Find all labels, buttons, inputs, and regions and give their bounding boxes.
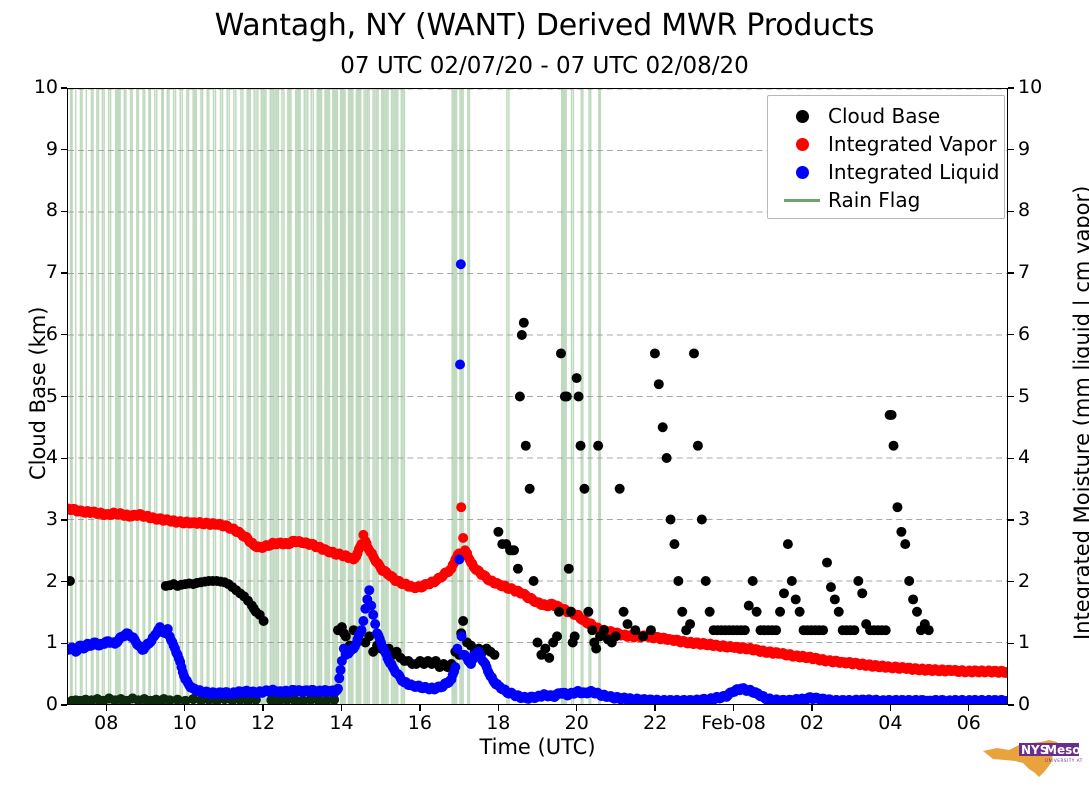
tickmark — [968, 705, 970, 711]
tickmark — [61, 210, 67, 213]
integrated-liquid-series — [68, 259, 1007, 704]
tickmark — [183, 705, 186, 711]
x-tick-Feb-08: Feb-08 — [701, 712, 766, 734]
tickmark — [811, 705, 813, 711]
cloud-base-series — [68, 317, 934, 704]
y-tick-right-2: 2 — [1018, 569, 1031, 592]
y-tick-right-0: 0 — [1018, 693, 1031, 715]
tickmark — [1008, 704, 1014, 706]
y-tick-right-4: 4 — [1018, 446, 1031, 469]
y-tick-right-5: 5 — [1018, 384, 1031, 407]
chart-title: Wantagh, NY (WANT) Derived MWR Products — [214, 8, 875, 43]
legend-line-icon — [784, 198, 820, 202]
y-tick-left-1: 1 — [45, 631, 58, 654]
tickmark — [61, 580, 67, 583]
tickmark — [1008, 87, 1014, 89]
tickmark — [654, 705, 656, 711]
legend-item-rain-flag[interactable]: Rain Flag — [776, 186, 996, 214]
y-tick-left-3: 3 — [45, 507, 58, 530]
tickmark — [61, 519, 67, 521]
y-tick-left-8: 8 — [45, 199, 58, 222]
x-tick-18: 18 — [486, 712, 511, 734]
x-tick-10: 10 — [172, 712, 197, 734]
chart-subtitle: 07 UTC 02/07/20 - 07 UTC 02/08/20 — [340, 53, 749, 79]
x-tick-02: 02 — [799, 712, 825, 734]
x-tick-20: 20 — [564, 712, 589, 734]
y-tick-right-8: 8 — [1018, 199, 1031, 222]
legend-item-integrated-vapor[interactable]: Integrated Vapor — [776, 130, 997, 158]
legend-label: Cloud Base — [828, 104, 941, 128]
legend-label: Rain Flag — [828, 188, 921, 212]
legend-item-cloud-base[interactable]: Cloud Base — [776, 102, 996, 130]
x-tick-12: 12 — [250, 712, 276, 734]
chart-legend[interactable]: Cloud Base Integrated Vapor Integrated Liq… — [767, 95, 1005, 219]
tickmark — [61, 642, 67, 644]
x-tick-08: 08 — [94, 712, 119, 734]
tickmark — [61, 395, 67, 398]
x-tick-04: 04 — [878, 712, 903, 734]
legend-label: Integrated Vapor — [828, 132, 997, 156]
y-tick-left-9: 9 — [45, 137, 58, 160]
tickmark — [61, 149, 67, 151]
tickmark — [576, 705, 578, 711]
plot-canvas — [68, 89, 1007, 704]
x-tick-22: 22 — [643, 712, 668, 734]
y-tick-left-4: 4 — [45, 446, 58, 469]
y-tick-left-6: 6 — [45, 322, 58, 345]
tickmark — [61, 704, 67, 706]
y-tick-left-0: 0 — [45, 693, 58, 715]
legend-label: Integrated Liquid — [828, 160, 1000, 184]
y-tick-left-2: 2 — [45, 569, 58, 592]
tickmark — [1008, 334, 1014, 336]
legend-item-integrated-liquid[interactable]: Integrated Liquid — [776, 158, 1000, 186]
tickmark — [1008, 457, 1014, 459]
logo-nys-text: NYS — [1021, 743, 1048, 757]
logo-bar — [1019, 743, 1079, 756]
tickmark — [497, 705, 499, 711]
x-axis-label: Time (UTC) — [479, 735, 596, 759]
y-tick-right-3: 3 — [1018, 507, 1031, 530]
logo-tagline-text: UNIVERSITY AT ALBANY — [1045, 758, 1083, 763]
x-tick-16: 16 — [407, 712, 432, 734]
tickmark — [1008, 580, 1014, 583]
tickmark — [61, 87, 67, 89]
tickmark — [419, 705, 421, 711]
tickmark — [105, 705, 107, 711]
y-tick-left-7: 7 — [45, 261, 58, 284]
legend-dot-icon — [795, 109, 809, 123]
x-tick-14: 14 — [329, 712, 354, 734]
logo-mesonet-text: Mesonet — [1045, 743, 1083, 757]
tickmark — [61, 457, 67, 459]
tickmark — [61, 272, 67, 274]
logo-graphic: NYS Mesonet UNIVERSITY AT ALBANY — [983, 740, 1083, 777]
tickmark — [262, 705, 264, 711]
integrated-vapor-series — [68, 502, 1007, 678]
nys-mesonet-logo: NYS Mesonet UNIVERSITY AT ALBANY — [979, 733, 1083, 781]
y-tick-right-9: 9 — [1018, 137, 1031, 160]
x-tick-06: 06 — [956, 712, 981, 734]
y-tick-left-5: 5 — [45, 384, 58, 407]
y-tick-right-1: 1 — [1018, 631, 1031, 654]
tickmark — [61, 334, 67, 336]
y-tick-right-6: 6 — [1018, 322, 1031, 345]
tickmark — [340, 705, 343, 711]
y-tick-right-10: 10 — [1018, 76, 1043, 98]
y-axis-label-right: Integrated Moisture (mm liquid | cm vapo… — [1070, 185, 1089, 640]
tickmark — [1008, 642, 1014, 644]
tickmark — [889, 705, 892, 711]
tickmark — [1008, 149, 1014, 151]
tickmark — [1008, 272, 1014, 274]
legend-dot-icon — [795, 165, 809, 179]
tickmark — [1008, 519, 1014, 521]
y-tick-left-10: 10 — [33, 76, 58, 98]
tickmark — [732, 705, 735, 711]
tickmark — [1008, 395, 1014, 398]
tickmark — [1008, 210, 1014, 213]
y-tick-right-7: 7 — [1018, 261, 1031, 284]
legend-dot-icon — [795, 137, 809, 151]
